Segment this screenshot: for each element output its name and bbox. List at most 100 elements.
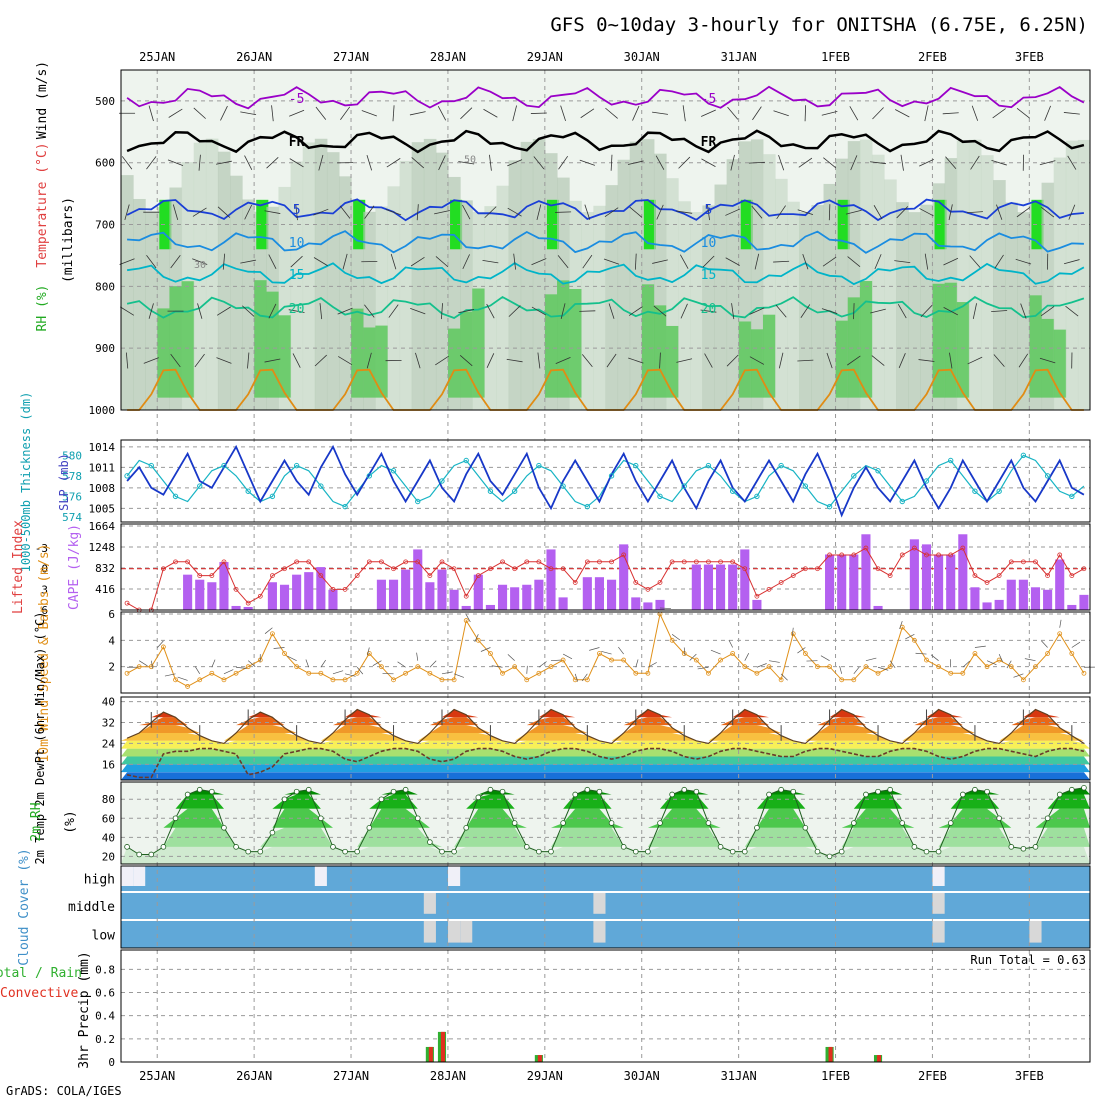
wind-barb bbox=[992, 108, 1006, 119]
wind-speed-point bbox=[221, 677, 227, 683]
rh-point bbox=[487, 786, 494, 793]
rh-point bbox=[245, 848, 251, 855]
wind-barb bbox=[897, 303, 907, 319]
isotherm-label: -5 bbox=[701, 92, 717, 107]
wind-barb bbox=[216, 306, 231, 316]
rh-high-shading bbox=[1041, 318, 1055, 398]
wind-barb bbox=[821, 110, 838, 116]
rh-point bbox=[354, 848, 360, 855]
rh-saturated-shading bbox=[450, 199, 463, 250]
rh-shading bbox=[811, 205, 825, 410]
rh-band bbox=[121, 808, 1090, 828]
wind-barb-10m bbox=[905, 634, 915, 640]
cape-bar bbox=[1067, 604, 1077, 610]
rh-high-shading bbox=[859, 281, 873, 398]
wind-speed-point bbox=[609, 657, 614, 663]
date-label-top: 25JAN bbox=[139, 50, 175, 64]
wind-speed-point bbox=[960, 670, 966, 676]
wind-speed-point bbox=[488, 651, 493, 656]
thickness-point bbox=[633, 462, 639, 469]
wind-barb bbox=[966, 211, 983, 214]
wind-barb bbox=[168, 108, 183, 118]
date-label-bottom: 3FEB bbox=[1015, 1069, 1044, 1083]
thickness-point bbox=[778, 462, 784, 469]
wind-barb bbox=[409, 111, 426, 116]
rh-shading bbox=[605, 185, 619, 410]
cape-bar bbox=[946, 554, 956, 610]
wind-barb-10m bbox=[659, 607, 671, 609]
wind-barb bbox=[967, 356, 983, 365]
rh-shading bbox=[690, 212, 703, 410]
rh-shading bbox=[980, 155, 994, 410]
lifted-index-point bbox=[1020, 559, 1026, 565]
wind-barb bbox=[775, 304, 787, 318]
wind-barb bbox=[388, 304, 399, 318]
wind-barb-10m bbox=[1006, 660, 1012, 669]
wind-barb bbox=[244, 155, 253, 171]
thickness-point bbox=[366, 473, 373, 479]
cape-bar bbox=[703, 564, 714, 610]
rh-point bbox=[318, 815, 324, 822]
wind-barb bbox=[731, 303, 735, 320]
wind-speed-point bbox=[342, 677, 348, 683]
rh-point bbox=[802, 825, 809, 831]
wind-speed-point bbox=[318, 670, 324, 676]
temperature-band bbox=[121, 748, 1090, 757]
wind-barb-10m bbox=[915, 652, 927, 655]
temperature-band bbox=[121, 772, 1090, 780]
wind-barb bbox=[489, 154, 492, 171]
rh-point bbox=[451, 848, 457, 855]
wind-barb bbox=[870, 308, 886, 314]
wind-speed-point bbox=[354, 670, 360, 676]
lifted-index-point bbox=[185, 559, 191, 565]
thickness-point bbox=[972, 488, 978, 494]
rh-point bbox=[196, 786, 203, 793]
rh-point bbox=[838, 848, 845, 855]
isotherm-label: -5 bbox=[289, 92, 305, 107]
rh-band bbox=[121, 787, 1090, 795]
wind-barb bbox=[508, 305, 521, 317]
wind-barb bbox=[579, 159, 596, 166]
credit-label: GrADS: COLA/IGES bbox=[6, 1084, 122, 1098]
rh-high-shading bbox=[847, 297, 861, 398]
cape-bar bbox=[1018, 579, 1028, 610]
rh-point bbox=[366, 825, 373, 831]
wind-speed-point bbox=[1008, 664, 1014, 670]
rh-high-shading bbox=[641, 284, 655, 398]
wind-barb bbox=[898, 353, 906, 369]
thickness-frame bbox=[120, 439, 1091, 523]
wind-speed-point bbox=[560, 657, 566, 663]
wind-speed-point bbox=[839, 677, 845, 683]
isotherm-line bbox=[127, 230, 1084, 254]
wind-barb bbox=[531, 258, 547, 266]
rh-shading bbox=[435, 152, 449, 410]
wind-barb bbox=[581, 354, 593, 368]
thickness-point bbox=[802, 483, 809, 489]
precip-tick-label: 0.6 bbox=[95, 987, 115, 1000]
wind-barb bbox=[606, 353, 617, 368]
wind-barb bbox=[315, 106, 327, 120]
rh-point bbox=[947, 820, 954, 826]
wind-barb bbox=[627, 160, 644, 165]
lifted-index-point bbox=[391, 566, 396, 572]
rh-point bbox=[172, 815, 179, 822]
thickness-point bbox=[1020, 452, 1027, 459]
wind-barb-10m bbox=[480, 647, 491, 652]
rh-shading bbox=[532, 139, 546, 410]
rh2m-axis-label: 2m RH bbox=[29, 802, 44, 841]
wind-barb bbox=[1067, 155, 1077, 170]
rh-point bbox=[1056, 791, 1063, 798]
wind-barb bbox=[366, 352, 372, 369]
isotherm-line bbox=[126, 198, 1084, 222]
lifted-index-point bbox=[197, 573, 203, 578]
wind-barb bbox=[1044, 105, 1051, 121]
wind-speed-point bbox=[742, 664, 748, 670]
rh-high-shading bbox=[666, 325, 679, 398]
wind-barb-10m bbox=[164, 673, 176, 677]
rh-point bbox=[1008, 844, 1015, 850]
cape-bar bbox=[401, 569, 411, 610]
cape-bar bbox=[994, 599, 1004, 610]
wind-speed-point bbox=[282, 651, 287, 656]
wind-barb bbox=[847, 256, 861, 267]
rh-point bbox=[414, 815, 421, 822]
